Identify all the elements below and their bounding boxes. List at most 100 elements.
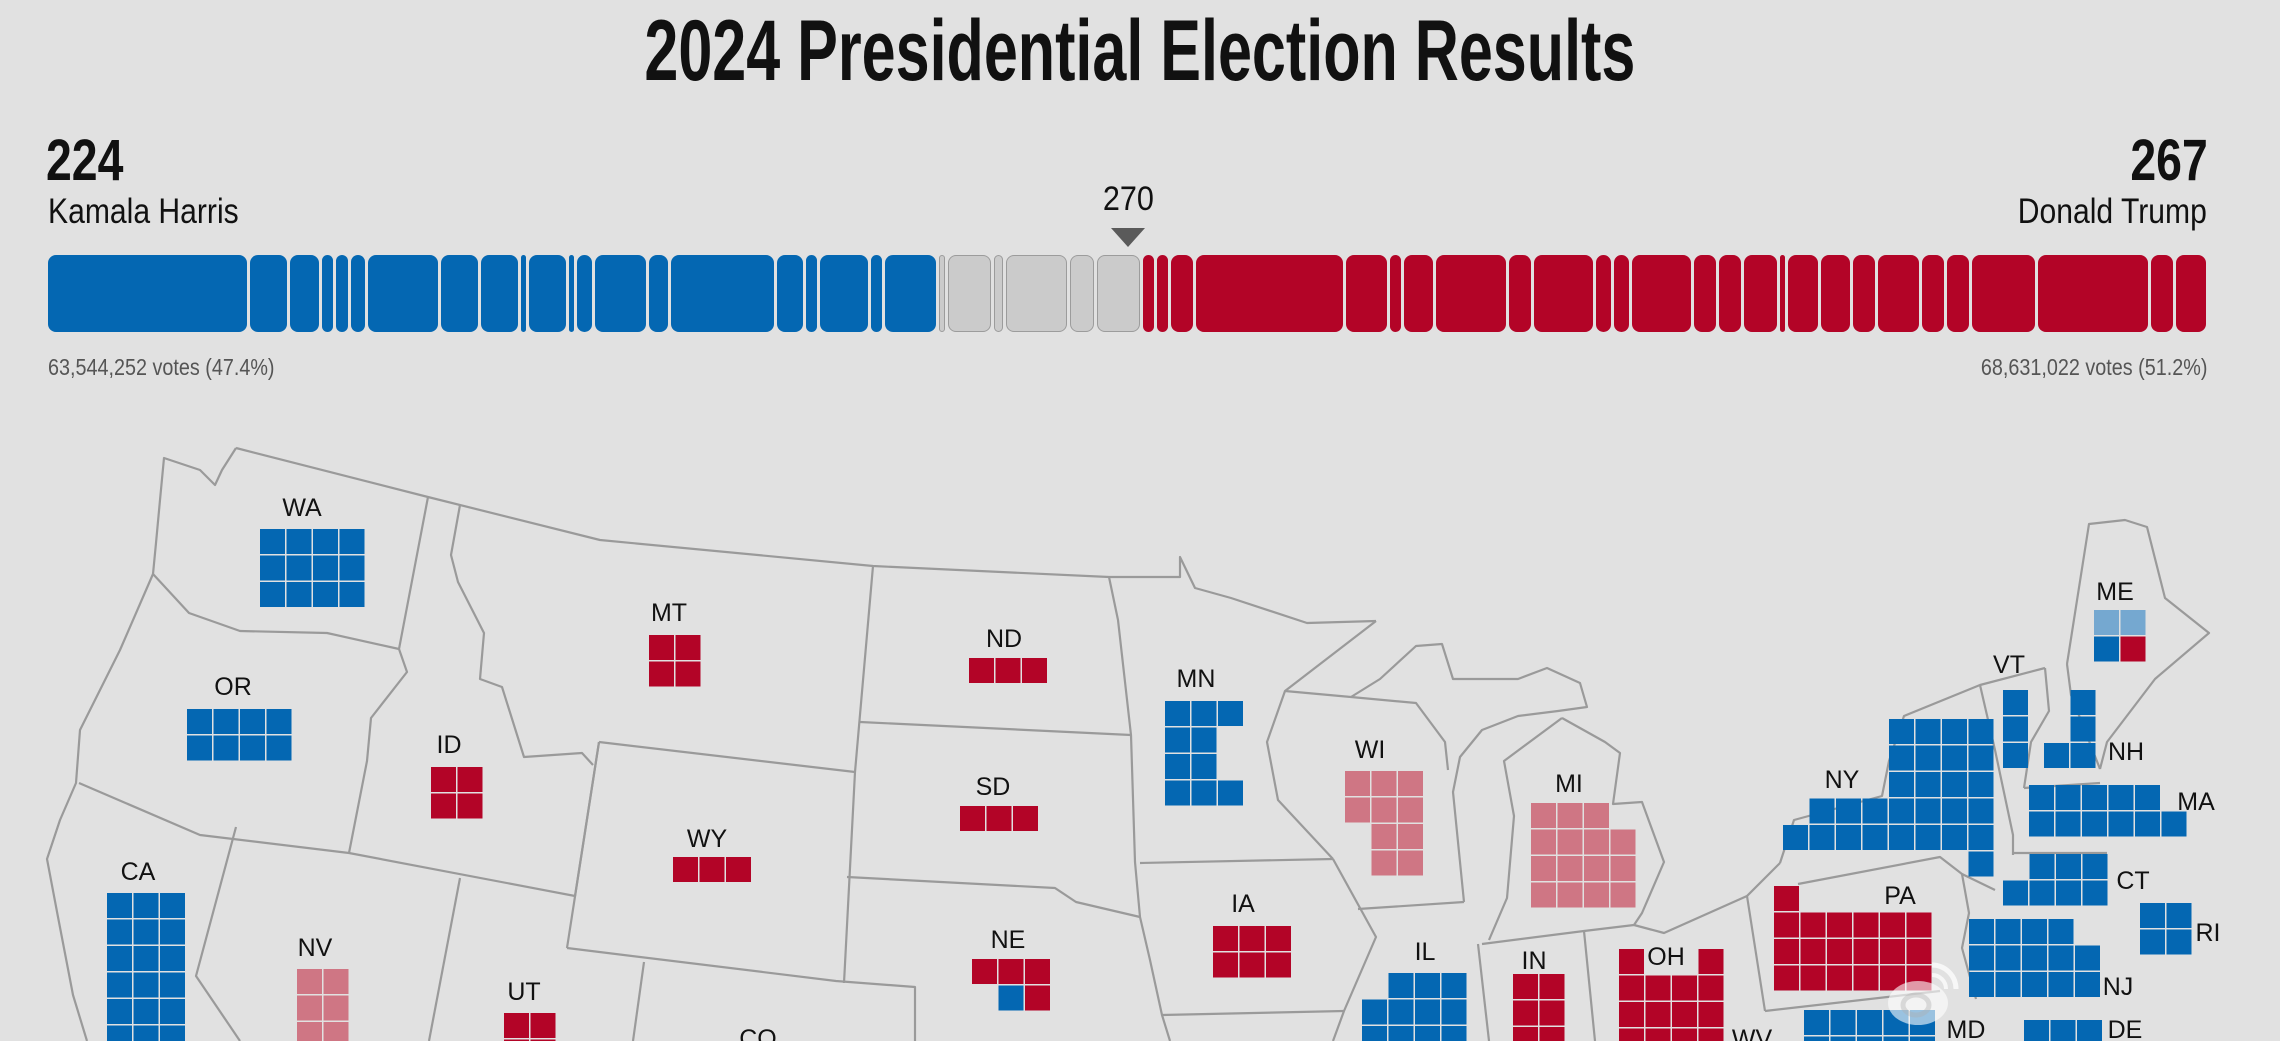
electoral-vote-tile	[1889, 825, 1914, 850]
electoral-vote-tile	[504, 1013, 529, 1038]
electoral-vote-tile	[313, 582, 338, 607]
state-border-line	[1476, 943, 1491, 1041]
electoral-vote-tile	[1783, 825, 1808, 850]
electoral-vote-tile	[1362, 1026, 1387, 1041]
electoral-vote-tile	[2140, 929, 2165, 955]
electoral-vote-tile	[2056, 854, 2081, 879]
harris-bar-segment	[529, 255, 566, 332]
state-mi: MI	[1531, 770, 1636, 908]
state-nh: NH	[2044, 690, 2144, 768]
electoral-vote-tile	[107, 919, 132, 945]
state-label: ID	[437, 731, 462, 759]
electoral-vote-tile	[286, 582, 312, 607]
state-vt: VT	[1993, 651, 2028, 768]
electoral-vote-tile	[2029, 785, 2054, 810]
electoral-vote-tile	[1619, 975, 1644, 1001]
state-border-line	[449, 504, 594, 766]
electoral-vote-tile	[1809, 798, 1835, 824]
electoral-vote-tile	[2094, 610, 2119, 635]
electoral-vote-tile	[1889, 798, 1914, 824]
electoral-vote-tile	[1804, 1010, 1829, 1035]
electoral-vote-tile	[2055, 811, 2081, 837]
electoral-vote-tile	[986, 806, 1012, 831]
state-ca: CA	[107, 858, 185, 1041]
electoral-vote-tile	[1827, 939, 1852, 964]
trump-popular-votes: 68,631,022 votes (51.2%)	[1944, 354, 2207, 381]
electoral-vote-tile	[995, 658, 1021, 683]
electoral-vote-tile	[1013, 806, 1038, 831]
electoral-vote-tile	[1191, 727, 1217, 753]
electoral-vote-tile	[1371, 771, 1397, 796]
electoral-vote-tile	[107, 999, 132, 1024]
electoral-vote-tile	[260, 555, 285, 581]
harris-ev-value: 224	[46, 128, 124, 193]
state-border-line	[1284, 689, 1450, 771]
state-border-line	[842, 565, 875, 984]
trump-bar-segment	[1744, 255, 1778, 332]
electoral-vote-tile	[675, 635, 701, 660]
harris-bar-segment	[649, 255, 668, 332]
harris-bar-segment	[819, 255, 868, 332]
electoral-vote-tile	[2044, 743, 2069, 768]
electoral-vote-tile	[1969, 919, 1994, 944]
state-border-line	[1633, 862, 1781, 935]
state-wi: WI	[1345, 736, 1423, 876]
electoral-vote-tile	[1883, 1036, 1909, 1041]
trump-bar-segment	[1389, 255, 1401, 332]
electoral-vote-tile	[1441, 1026, 1467, 1041]
threshold-value: 270	[1102, 180, 1154, 218]
electoral-vote-tile	[1830, 1036, 1856, 1041]
electoral-vote-tile	[1698, 975, 1724, 1001]
harris-bar-segment	[521, 255, 527, 332]
state-nj: NJ	[1969, 919, 2133, 1001]
state-border-line	[631, 961, 646, 1041]
electoral-vote-tile	[1557, 882, 1583, 908]
electoral-vote-tile	[1880, 912, 1905, 938]
electoral-vote-tile	[1672, 1002, 1697, 1027]
electoral-vote-tile	[2135, 785, 2160, 810]
electoral-vote-tile	[1557, 803, 1583, 828]
electoral-vote-tile	[649, 635, 674, 660]
electoral-vote-tile	[1906, 912, 1932, 938]
state-border-line	[1331, 858, 1378, 1041]
electoral-vote-tile	[187, 735, 212, 761]
harris-bar-segment	[594, 255, 647, 332]
electoral-vote-tile	[1415, 973, 1440, 998]
state-label: IN	[1522, 947, 1547, 975]
electoral-vote-tile	[266, 709, 292, 734]
electoral-vote-tile	[2075, 945, 2100, 971]
electoral-vote-tile	[297, 969, 322, 994]
electoral-vote-tile	[960, 806, 985, 831]
electoral-vote-tile	[1345, 771, 1370, 796]
electoral-vote-tile	[107, 972, 132, 998]
state-ne: NE	[972, 926, 1050, 1011]
state-border-line	[1561, 717, 1666, 926]
state-label: SD	[976, 773, 1011, 801]
state-border-line	[235, 446, 1377, 625]
electoral-vote-tile	[673, 857, 698, 882]
harris-bar-segment	[322, 255, 334, 332]
electoral-vote-tile	[2003, 716, 2028, 742]
electoral-vote-tile	[107, 1025, 132, 1041]
electoral-vote-tile	[2166, 903, 2192, 928]
electoral-vote-tile	[1800, 912, 1826, 938]
state-label: NE	[991, 926, 1026, 954]
electoral-vote-tile	[1672, 975, 1697, 1001]
electoral-vote-tile	[2161, 811, 2187, 837]
electoral-vote-tile	[1836, 825, 1861, 850]
electoral-vote-tile	[1398, 824, 1423, 849]
electoral-vote-tile	[504, 1039, 529, 1041]
trump-bar-segment	[1156, 255, 1168, 332]
electoral-vote-tile	[726, 857, 751, 882]
harris-bar-segment	[336, 255, 348, 332]
state-border-line	[1797, 855, 1996, 891]
state-border-line	[565, 741, 601, 949]
electoral-vote-tile	[1398, 771, 1423, 796]
electoral-vote-tile	[1531, 882, 1556, 908]
state-me: ME	[2094, 578, 2146, 662]
state-border-line	[1107, 576, 1172, 1041]
electoral-vote-tile	[2140, 903, 2165, 928]
electoral-vote-tile	[1774, 912, 1799, 938]
electoral-vote-tile	[1995, 945, 2021, 971]
electoral-vote-tile	[1942, 745, 1967, 771]
